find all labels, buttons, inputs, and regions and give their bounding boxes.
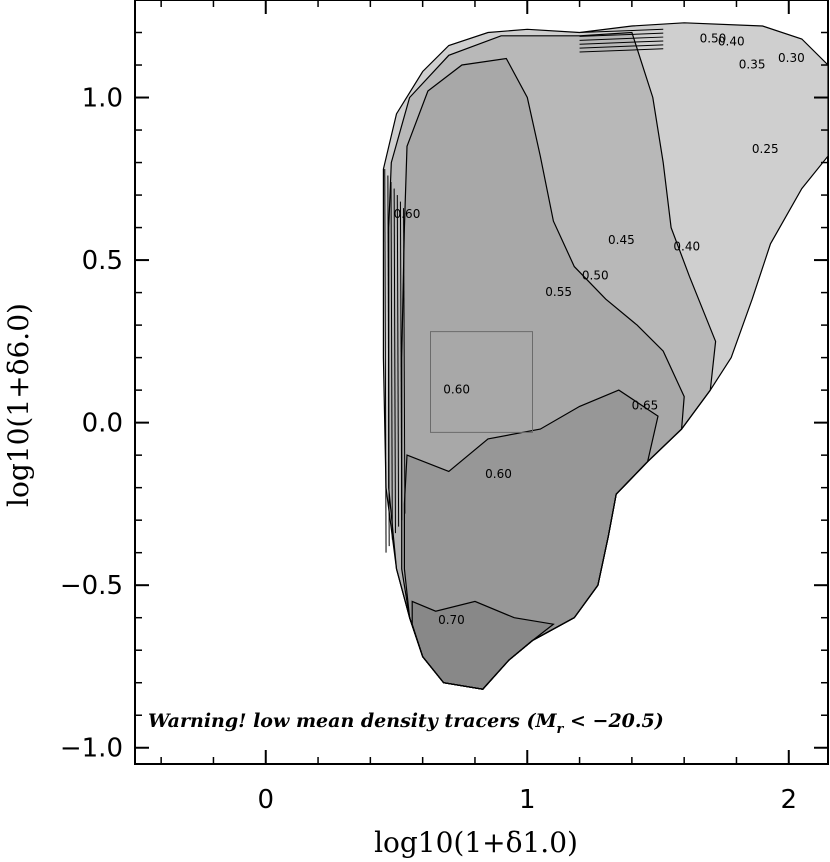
x-axis-title: log10(1+δ1.0): [374, 826, 578, 859]
selection-box: [430, 331, 533, 433]
contour-label: 0.70: [438, 613, 465, 627]
edge-contour: [390, 182, 393, 540]
y-tick-label: −1.0: [60, 734, 123, 764]
contour-label: 0.50: [582, 269, 609, 283]
edge-contour: [579, 48, 664, 53]
y-tick-label: 0.0: [82, 409, 123, 439]
contour-label: 0.25: [752, 142, 779, 156]
filled-contour-regions: [383, 22, 828, 690]
contour-label: 0.55: [545, 285, 572, 299]
contour-label: 0.50: [700, 31, 727, 45]
edge-contour: [579, 44, 664, 49]
warning-annotation: Warning! low mean density tracers (Mr < …: [148, 710, 664, 737]
y-tick-label: −0.5: [60, 571, 123, 601]
edge-contour: [396, 195, 400, 527]
x-tick-label: 0: [257, 785, 274, 815]
contour-label: 0.40: [718, 35, 745, 49]
edge-contour: [387, 175, 390, 547]
contour-label: 0.60: [394, 207, 421, 221]
y-axis-title: log10(1+δ6.0): [2, 303, 35, 507]
contour-labels: 0.25 0.30 0.35 0.40 0.45 0.50 0.55 0.60 0.60 0.60…: [394, 31, 805, 627]
contour-line-0.70: [411, 600, 555, 690]
edge-contour: [403, 208, 406, 514]
x-tick-label: 2: [781, 785, 798, 815]
contour-label: 0.65: [632, 399, 659, 413]
axis-ticks: [135, 0, 828, 764]
x-tick-label: 1: [519, 785, 536, 815]
y-tick-labels: −1.0 −0.5 0.0 0.5 1.0: [60, 84, 123, 764]
edge-contour: [384, 169, 387, 553]
edge-contour: [579, 36, 664, 41]
region-0.70: [412, 601, 554, 690]
edge-contour: [393, 188, 396, 534]
contour-label: 0.40: [673, 239, 700, 253]
contour-label: 0.35: [739, 57, 766, 71]
contour-label: 0.30: [778, 51, 805, 65]
y-tick-label: 0.5: [82, 246, 123, 276]
contour-lines: [382, 22, 829, 690]
x-tick-labels: 0 1 2: [257, 785, 797, 815]
contour-label: 0.45: [608, 233, 635, 247]
edge-contour: [399, 201, 403, 521]
contour-label: 0.60: [443, 382, 470, 396]
contour-label: 0.60: [485, 467, 512, 481]
edge-contour: [579, 28, 664, 34]
edge-contour: [579, 32, 664, 37]
y-tick-label: 1.0: [82, 84, 123, 114]
edge-contour: [579, 40, 664, 45]
